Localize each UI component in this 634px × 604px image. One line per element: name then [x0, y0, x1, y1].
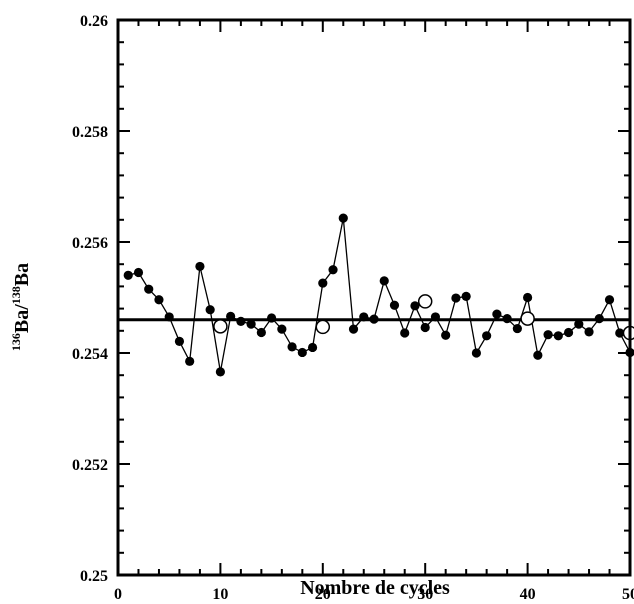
filled-point	[256, 327, 266, 338]
y-title-superscript-2: 138	[9, 286, 23, 304]
y-tick-label: 0.256	[72, 235, 108, 252]
filled-point	[205, 305, 215, 315]
open-point	[520, 311, 535, 326]
filled-point	[174, 336, 185, 346]
filled-point	[123, 270, 133, 280]
filled-point	[277, 324, 287, 334]
filled-point	[287, 342, 297, 352]
open-point	[417, 294, 433, 309]
open-point	[315, 319, 331, 335]
filled-point	[420, 322, 430, 333]
x-tick-label: 0	[114, 586, 122, 603]
filled-point	[318, 278, 328, 288]
filled-point	[144, 284, 154, 294]
filled-point	[195, 261, 205, 272]
filled-point	[338, 213, 348, 223]
y-tick-label: 0.254	[72, 346, 108, 363]
x-tick-label: 20	[315, 586, 331, 603]
filled-point	[164, 312, 174, 322]
filled-point	[236, 316, 246, 326]
filled-point	[369, 314, 379, 324]
filled-point	[584, 327, 594, 337]
filled-point	[615, 328, 625, 338]
filled-point	[215, 367, 225, 377]
filled-point	[594, 313, 604, 324]
filled-point	[348, 324, 359, 334]
y-tick-label: 0.258	[72, 124, 108, 141]
plot-frame	[116, 18, 632, 577]
y-title-base-1: Ba/	[11, 304, 33, 333]
x-axis-title: Nombre de cycles	[300, 577, 450, 599]
filled-point	[492, 309, 502, 319]
y-tick-label: 0.25	[80, 568, 108, 585]
filled-point	[359, 312, 369, 322]
filled-point	[533, 350, 543, 360]
filled-point	[400, 328, 410, 338]
filled-point	[410, 301, 420, 311]
filled-point	[604, 295, 615, 305]
y-title-base-2: Ba	[11, 263, 33, 286]
y-axis-title: 136Ba/138Ba	[9, 263, 33, 351]
filled-point	[133, 267, 144, 278]
tick-labels: 0 10 20 30 40 50 0.25 0.252 0.254 0.256 0.258 0.26	[72, 13, 634, 603]
filled-point	[574, 319, 584, 329]
filled-data-points	[123, 213, 634, 377]
filled-point	[553, 331, 563, 341]
filled-point	[297, 347, 307, 358]
filled-point	[461, 291, 471, 301]
filled-point	[246, 319, 256, 329]
y-tick-label: 0.252	[72, 457, 108, 474]
filled-point	[226, 311, 236, 321]
filled-point	[307, 342, 318, 353]
filled-point	[267, 313, 277, 323]
filled-point	[328, 265, 338, 275]
filled-point	[185, 356, 195, 366]
x-tick-label: 50	[622, 586, 634, 603]
filled-point	[512, 323, 522, 334]
y-title-superscript-1: 136	[9, 333, 23, 351]
filled-point	[154, 295, 164, 305]
filled-point	[389, 300, 400, 310]
x-tick-label: 10	[212, 586, 228, 603]
filled-point	[471, 348, 481, 358]
filled-point	[482, 331, 492, 341]
filled-point	[451, 293, 461, 303]
filled-point	[523, 292, 533, 303]
filled-point	[379, 276, 389, 286]
filled-point	[441, 330, 451, 340]
filled-point	[563, 327, 574, 338]
y-tick-label: 0.26	[80, 13, 108, 30]
filled-point	[430, 312, 441, 322]
open-point	[213, 319, 228, 334]
x-tick-label: 40	[520, 586, 536, 603]
x-tick-label: 30	[417, 586, 433, 603]
filled-point	[502, 313, 512, 324]
axis-ticks	[117, 19, 631, 576]
series-connecting-line	[128, 217, 631, 373]
filled-point	[543, 330, 553, 340]
